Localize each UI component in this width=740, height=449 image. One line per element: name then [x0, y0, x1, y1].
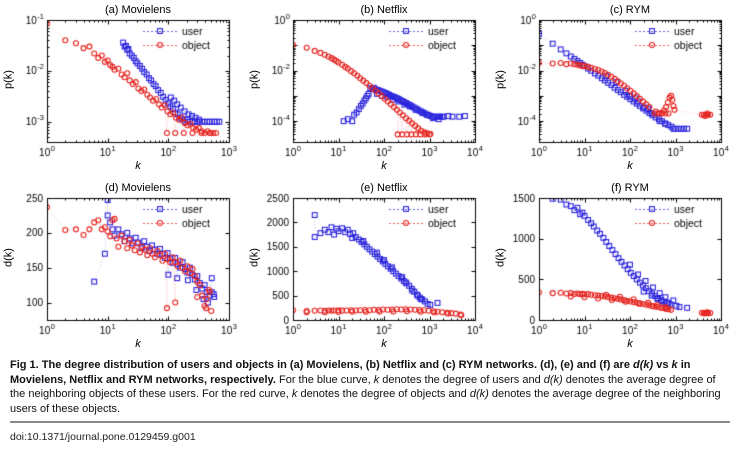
- subplot-c-title: (c) RYM: [609, 4, 651, 16]
- subplot-a-title: (a) Movielens: [104, 4, 172, 16]
- subplot-f-ylabel: d(k): [494, 248, 507, 267]
- subplot-e-title: (e) Netflix: [360, 182, 408, 194]
- caption-segment: Fig 1. The degree distribution of users …: [10, 359, 633, 371]
- subplot-a-canvas: [1, 2, 247, 178]
- subplot-c-ylabel: p(k): [494, 70, 507, 89]
- caption-segment: denotes the degree of users and: [379, 373, 544, 386]
- subplot-a-xlabel: k: [135, 160, 141, 172]
- subplot-a-ylabel: p(k): [2, 70, 15, 89]
- subplot-d-xlabel: k: [135, 338, 141, 350]
- caption-segment: k: [291, 388, 298, 401]
- caption-divider: [10, 421, 730, 424]
- caption-segment: denotes the average degree of the neighb…: [10, 373, 716, 401]
- caption-segment: vs: [653, 359, 672, 371]
- subplot-f-canvas: [493, 180, 739, 356]
- subplot-b-xlabel: k: [381, 160, 387, 172]
- subplot-a: (a) Movielens p(k) k: [1, 0, 247, 178]
- caption-segment: denotes the average degree of the neighb…: [10, 388, 721, 415]
- subplot-b-ylabel: p(k): [248, 70, 261, 89]
- subplot-e: (e) Netflix d(k) k: [247, 178, 493, 356]
- subplot-d-ylabel: d(k): [2, 248, 15, 267]
- figure-caption: Fig 1. The degree distribution of users …: [0, 358, 740, 443]
- subplot-f-xlabel: k: [627, 338, 633, 350]
- caption-segment: d(k): [633, 359, 654, 371]
- caption-segment: d(k): [543, 373, 563, 386]
- caption-segment: For the blue curve,: [275, 373, 374, 386]
- subplot-b-canvas: [247, 2, 493, 178]
- subplot-d: (d) Movielens d(k) k: [1, 178, 247, 356]
- subplot-d-title: (d) Movielens: [104, 182, 172, 194]
- caption-segment: k: [671, 359, 678, 371]
- caption-segment: k: [373, 373, 380, 386]
- subplot-e-xlabel: k: [381, 338, 387, 350]
- subplot-b: (b) Netflix p(k) k: [247, 0, 493, 178]
- caption-text: Fig 1. The degree distribution of users …: [10, 358, 730, 416]
- subplot-c-canvas: [493, 2, 739, 178]
- subplot-c-xlabel: k: [627, 160, 633, 172]
- subplot-d-canvas: [1, 180, 247, 356]
- doi-text: doi:10.1371/journal.pone.0129459.g001: [10, 431, 196, 444]
- figure-plots-grid: (a) Movielens p(k) k (b) Netflix p(k) k …: [1, 0, 739, 356]
- subplot-c: (c) RYM p(k) k: [493, 0, 739, 178]
- subplot-f-title: (f) RYM: [611, 182, 649, 194]
- caption-segment: in Movielens, Netflix and RYM networks, …: [10, 359, 691, 386]
- subplot-f: (f) RYM d(k) k: [493, 178, 739, 356]
- caption-segment: d(k): [469, 388, 489, 401]
- subplot-e-ylabel: d(k): [248, 248, 261, 267]
- subplot-e-canvas: [247, 180, 493, 356]
- caption-segment: denotes the degree of objects and: [297, 388, 470, 401]
- subplot-b-title: (b) Netflix: [360, 4, 408, 16]
